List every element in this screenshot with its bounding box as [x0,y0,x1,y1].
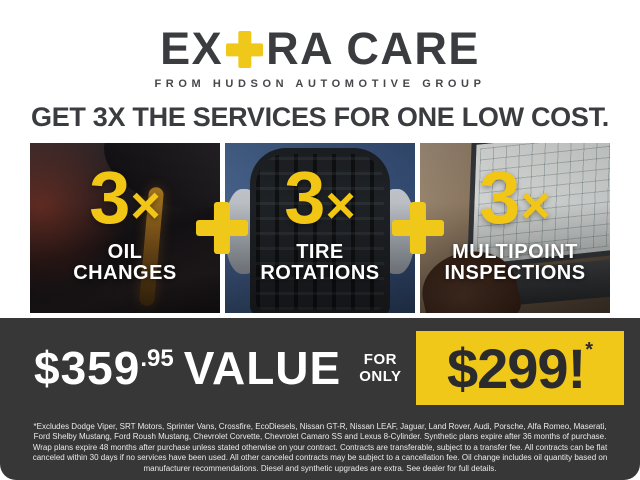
panel-oil-content: 3× OIL CHANGES [73,161,177,285]
headline: GET 3X THE SERVICES FOR ONE LOW COST. [31,102,609,132]
multiplier-number: 3 [479,156,521,240]
service-panels: 3× OIL CHANGES 3× TIRE ROTATIONS [30,143,610,313]
laptop-inspection-photo [420,143,610,313]
for-only-text: FOR ONLY [359,351,401,386]
times-symbol: × [130,177,161,236]
oil-pour-photo [30,143,220,313]
only-word: ONLY [359,368,402,385]
panel-label: MULTIPOINT INSPECTIONS [444,240,586,285]
plus-icon [392,202,444,254]
panel-multipoint-inspections: 3× MULTIPOINT INSPECTIONS [420,143,610,313]
logo-text-prefix: EX [160,23,224,74]
panel-label-line: MULTIPOINT [452,240,578,263]
panel-inspection-content: 3× MULTIPOINT INSPECTIONS [444,161,586,285]
multiplier-text: 3× [73,161,177,236]
multiplier-number: 3 [284,156,326,240]
tire-shape [249,148,391,313]
panel-tire-content: 3× TIRE ROTATIONS [260,161,380,285]
value-cents: .95 [140,345,174,372]
for-word: FOR [363,350,397,368]
plus-icon [196,202,248,254]
panel-label-line: ROTATIONS [260,262,380,285]
panel-label-line: OIL [107,240,143,263]
times-symbol: × [520,177,551,236]
price-row: $359.95 VALUE FOR ONLY $299!* [34,331,624,405]
price-text: $299!* [447,336,593,400]
photo-shade [225,143,415,313]
fine-print: *Excludes Dodge Viper, SRT Motors, Sprin… [32,422,608,473]
tire-hold-photo [225,143,415,313]
price-asterisk: * [585,338,593,361]
times-symbol: × [325,177,356,236]
logo-text-suffix: RA CARE [266,23,480,74]
panel-label-line: TIRE [296,240,344,263]
panel-label-line: CHANGES [73,262,177,285]
panel-label: TIRE ROTATIONS [260,240,380,285]
value-word: VALUE [183,342,342,394]
multiplier-number: 3 [89,156,131,240]
plus-icon [226,31,263,68]
brand-logo: EX RA CARE [0,26,640,71]
price-amount: $299! [447,336,586,400]
brand-tagline: FROM HUDSON AUTOMOTIVE GROUP [154,78,486,90]
panel-label-line: INSPECTIONS [444,262,586,285]
value-text: $359.95 VALUE [34,341,341,395]
panel-tire-rotations: 3× TIRE ROTATIONS [225,143,415,313]
photo-shade [30,143,220,313]
panel-label: OIL CHANGES [73,240,177,285]
panel-oil-changes: 3× OIL CHANGES [30,143,220,313]
multiplier-text: 3× [444,161,585,236]
photo-shade [420,143,610,313]
price-box: $299!* [415,331,624,405]
price-band: $359.95 VALUE FOR ONLY $299!* *Excludes D… [0,318,640,480]
multiplier-text: 3× [260,161,379,236]
value-dollars: $359 [34,342,141,394]
